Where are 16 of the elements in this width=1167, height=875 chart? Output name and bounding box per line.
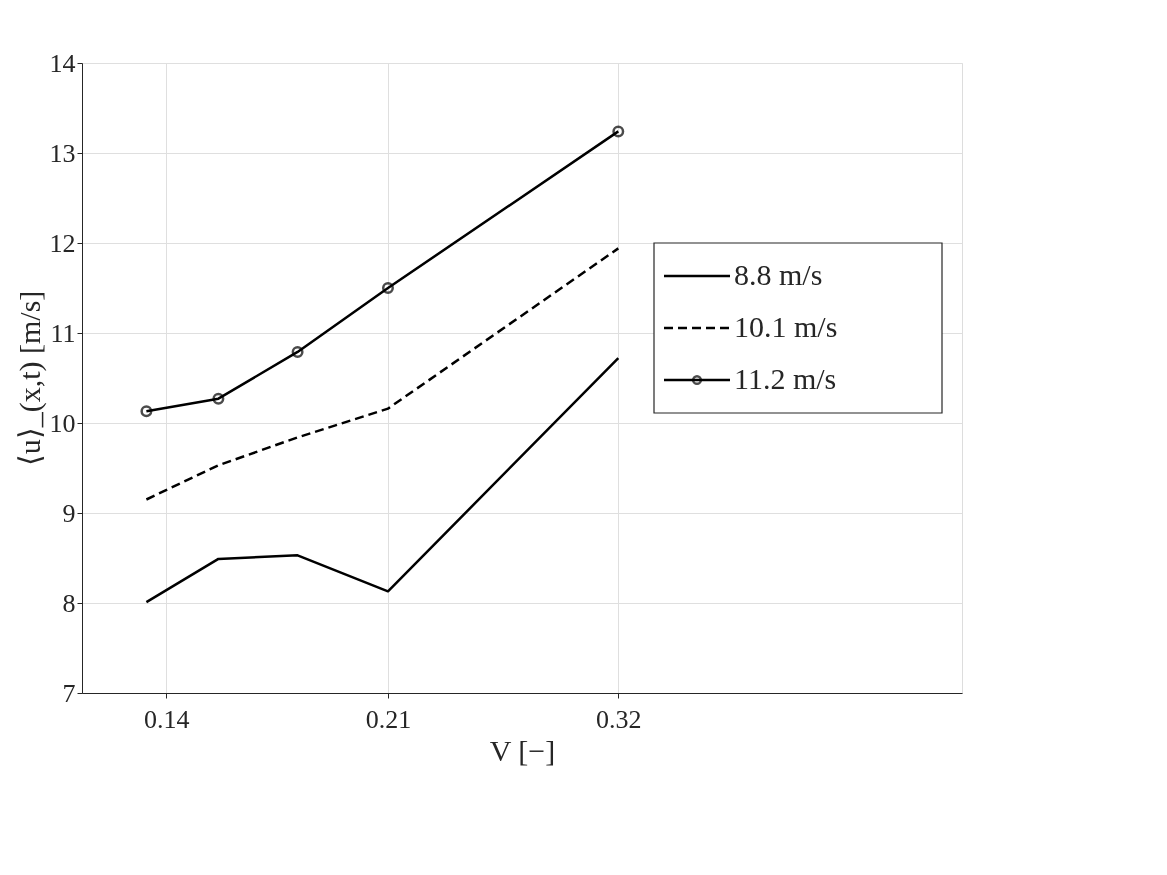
y-tick-label: 7 [62,678,76,708]
y-tick-label: 11 [50,318,76,348]
y-tick-label: 12 [49,228,76,258]
x-tick-label: 0.32 [596,704,642,734]
y-tick-label: 8 [62,588,76,618]
legend-label: 10.1 m/s [734,310,838,343]
legend-label: 11.2 m/s [734,362,837,395]
y-tick-label: 9 [62,498,76,528]
y-tick-label: 13 [49,138,76,168]
y-tick-label: 10 [49,408,76,438]
x-axis-title: V [−] [489,733,556,767]
x-tick-label: 0.14 [144,704,190,734]
y-tick-label: 14 [49,48,76,78]
x-tick-label: 0.21 [365,704,412,734]
y-axis-title: ⟨u⟩_(x,t) [m/s] [12,290,47,467]
legend-label: 8.8 m/s [734,258,823,291]
